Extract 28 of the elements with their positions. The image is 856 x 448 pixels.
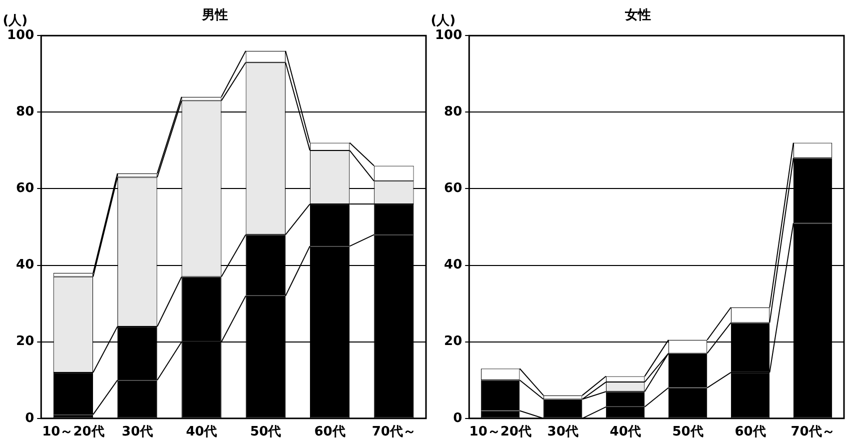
x-tick-label: 40代 (610, 424, 641, 440)
y-axis-title: (人) (2, 13, 28, 28)
x-tick-label: 40代 (186, 424, 218, 440)
y-tick-label: 20 (444, 334, 462, 350)
y-tick-label: 100 (6, 28, 34, 43)
chart-title: 男性 (201, 8, 228, 24)
y-tick-label: 100 (434, 28, 462, 43)
x-tick-label: 60代 (314, 424, 346, 440)
y-tick-label: 40 (16, 258, 34, 273)
y-tick-label: 60 (16, 181, 34, 196)
x-tick-label: 30代 (547, 424, 578, 440)
x-tick-label: 30代 (122, 424, 153, 440)
y-tick-label: 0 (25, 410, 34, 426)
y-tick-label: 80 (16, 104, 34, 120)
y-tick-label: 80 (444, 104, 462, 120)
x-tick-label: 10～20代 (469, 424, 532, 440)
x-tick-label: 50代 (250, 424, 282, 440)
y-tick-label: 0 (453, 410, 462, 426)
x-tick-label: 60代 (734, 424, 766, 440)
y-axis-title: (人) (430, 13, 456, 28)
x-tick-label: 70代～ (790, 424, 835, 440)
y-tick-label: 20 (16, 334, 34, 350)
x-tick-label: 70代～ (372, 424, 416, 440)
y-tick-label: 40 (444, 258, 462, 273)
chart-title: 女性 (624, 8, 651, 24)
x-tick-label: 10～20代 (42, 424, 104, 440)
y-tick-label: 60 (444, 181, 462, 196)
x-tick-label: 50代 (672, 424, 704, 440)
